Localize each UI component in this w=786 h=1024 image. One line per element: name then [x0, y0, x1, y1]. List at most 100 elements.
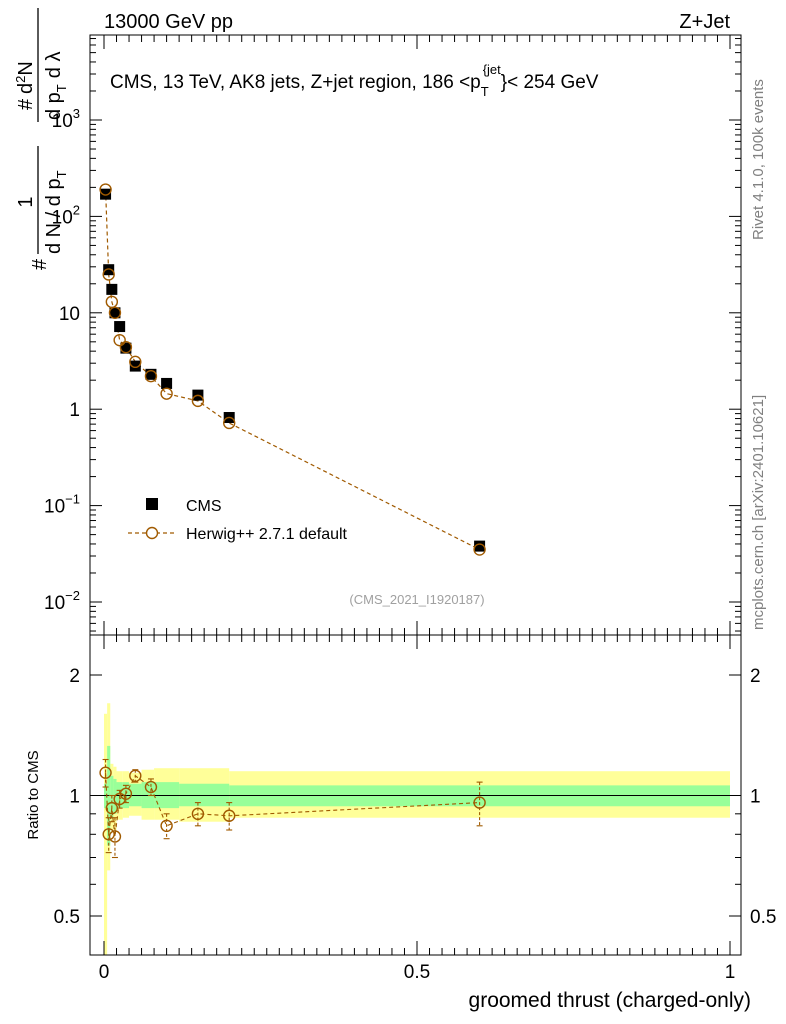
main-y-tick-label: 10−2	[44, 588, 80, 614]
ratio-y-tick-label: 0.5	[54, 907, 80, 928]
ratio-frame	[89, 634, 742, 956]
tick-base: 10	[52, 111, 73, 132]
cms-data-point	[145, 368, 157, 380]
ratio-point	[191, 807, 205, 821]
mc-point	[191, 394, 205, 408]
tick-base: 10	[44, 497, 65, 518]
x-axis-label: groomed thrust (charged-only)	[469, 989, 751, 1012]
mc-point	[129, 355, 142, 369]
main-series-layer	[99, 183, 486, 556]
ratio-tick-labels: 0.5 0.5 1 1 2 2 0 0.5 1	[54, 666, 777, 983]
x-tick-label: 0	[99, 962, 110, 983]
cms-data-point	[106, 283, 118, 295]
main-y-tick-label: 1	[69, 400, 80, 421]
mc-point	[99, 183, 112, 196]
cms-data-point	[103, 264, 115, 276]
main-y-label: # 1 d N / d pT # d2N d pTd λ	[13, 8, 69, 270]
cms-data-point	[161, 377, 173, 389]
cms-data-point	[114, 321, 126, 333]
title-sup: {jet	[483, 62, 501, 77]
mc-line	[104, 189, 480, 551]
mc-point	[108, 306, 122, 319]
ratio-series-layer	[99, 758, 486, 859]
ylabel-dpt: d p	[43, 92, 65, 120]
mc-point	[102, 268, 115, 281]
ratio-point	[105, 801, 119, 815]
analysis-tag: (CMS_2021_I1920187)	[349, 592, 484, 607]
ratio-point	[108, 830, 122, 843]
legend-mc-marker	[145, 526, 159, 540]
ratio-y-tick-label-right: 0.5	[750, 907, 776, 928]
ratio-y-tick-label-right: 1	[750, 787, 761, 808]
ratio-point	[160, 819, 173, 833]
x-tick-label: 1	[725, 962, 736, 983]
mc-point	[144, 369, 158, 383]
header-left: 13000 GeV pp	[104, 11, 233, 33]
rivet-label: Rivet 4.1.0, 100k events	[750, 79, 767, 240]
mc-point	[160, 387, 173, 400]
mc-point	[119, 340, 133, 354]
tick-exponent: 2	[73, 202, 80, 217]
ylabel-dn-text: d N / d p	[43, 178, 65, 254]
ylabel-dn-sub: T	[54, 170, 69, 178]
ratio-y-tick-label: 2	[69, 666, 80, 687]
ratio-point	[119, 787, 133, 800]
ylabel-d2n-sup: 2	[13, 76, 28, 83]
mcplots-label: mcplots.cern.ch [arXiv:2401.10621]	[750, 395, 767, 630]
mc-point	[105, 295, 119, 309]
ylabel-d2n-d: d	[15, 83, 37, 94]
cms-data-point	[120, 342, 132, 354]
chart-title: CMS, 13 TeV, AK8 jets, Z+jet region, 186…	[110, 62, 599, 99]
legend-mc-label: Herwig++ 2.7.1 default	[186, 526, 348, 543]
ylabel-hash-2: #	[15, 98, 37, 110]
main-y-tick-label: 103	[52, 106, 80, 132]
ratio-panel: 0.5 0.5 1 1 2 2 0 0.5 1 Ratio to CMS groomed thr…	[25, 634, 777, 1012]
cms-data-point	[109, 307, 121, 319]
tick-base: 10	[44, 593, 65, 614]
tick-exponent: −2	[65, 588, 80, 603]
tick-base: 1	[69, 400, 80, 421]
mc-point	[222, 416, 236, 430]
ylabel-dpt-sub: T	[54, 84, 69, 92]
title-post: }< 254 GeV	[501, 72, 599, 93]
tick-exponent: −1	[65, 492, 80, 507]
ratio-y-tick-label-right: 2	[750, 666, 761, 687]
ratio-point	[99, 766, 112, 779]
ratio-point	[102, 828, 115, 841]
tick-exponent: 3	[73, 106, 80, 121]
ratio-band-yellow	[104, 713, 108, 955]
legend: CMS Herwig++ 2.7.1 default	[128, 498, 348, 543]
legend-data-label: CMS	[186, 498, 222, 515]
ratio-y-label: Ratio to CMS	[25, 750, 42, 839]
cms-data-point	[129, 360, 141, 372]
ylabel-d2n-n: N	[15, 61, 37, 75]
ylabel-hash-1: #	[29, 258, 51, 270]
ratio-point	[222, 809, 236, 822]
ratio-band-green	[129, 783, 142, 807]
legend-data-marker	[146, 498, 158, 510]
tick-base: 10	[59, 304, 80, 325]
main-y-tick-label: 10	[59, 304, 80, 325]
ratio-point	[129, 769, 142, 782]
cms-data-point	[474, 540, 486, 552]
ylabel-dpt-dl: d pTd λ	[43, 52, 69, 120]
tick-base: 10	[52, 207, 73, 228]
ylabel-one: 1	[15, 196, 37, 207]
ratio-point	[473, 796, 486, 809]
ylabel-d2n: d2N	[13, 61, 37, 94]
main-y-tick-label: 102	[52, 202, 80, 228]
title-pre: CMS, 13 TeV, AK8 jets, Z+jet region, 186…	[110, 72, 481, 93]
x-tick-label: 0.5	[404, 962, 430, 983]
header-right: Z+Jet	[679, 11, 730, 33]
ratio-y-tick-label: 1	[69, 787, 80, 808]
main-axis-ticks	[90, 35, 741, 635]
main-y-tick-label: 10−1	[44, 492, 80, 518]
ylabel-dn: d N / d pT	[43, 170, 69, 254]
cms-data-point	[100, 188, 112, 200]
ratio-band-green	[179, 783, 230, 807]
mc-point	[473, 543, 486, 556]
mc-point	[113, 333, 126, 347]
